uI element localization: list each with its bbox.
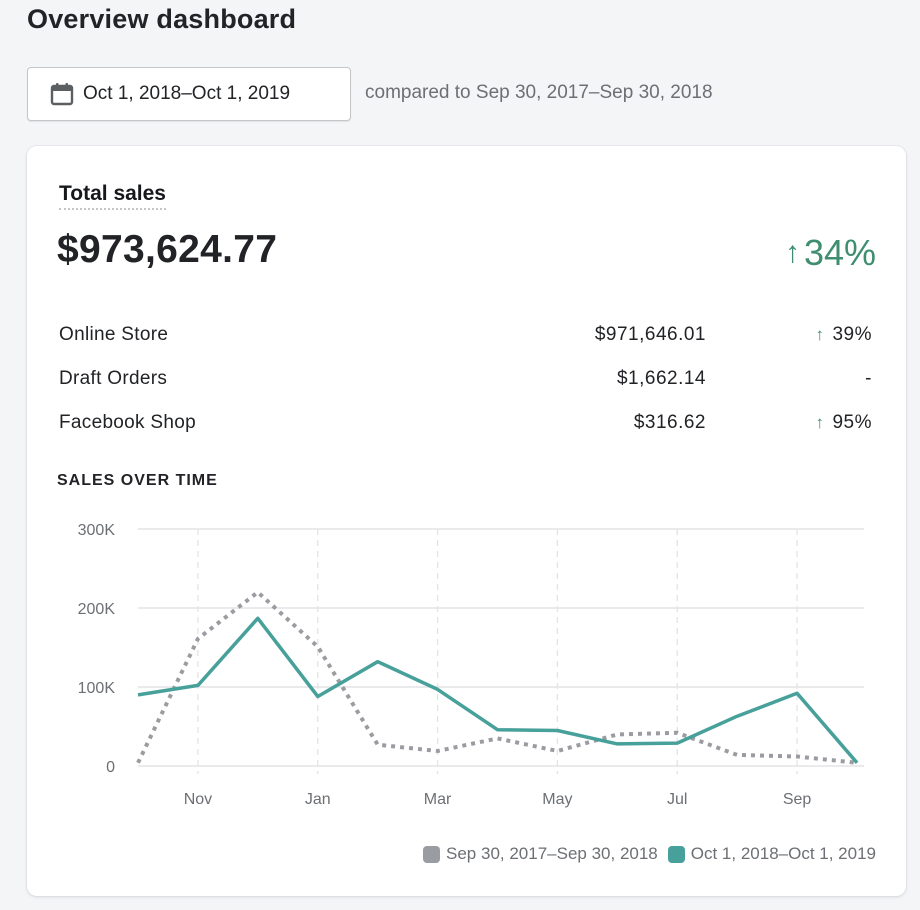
y-tick-label: 200K <box>78 601 116 618</box>
y-tick-label: 100K <box>78 680 116 697</box>
total-sales-change: ↑ 34% <box>785 232 876 274</box>
breakdown-row-online-store: Online Store $971,646.01 ↑ 39% <box>59 320 872 350</box>
breakdown-amount: $1,662.14 <box>616 368 706 389</box>
arrow-up-icon: ↑ <box>784 236 800 269</box>
x-tick-label: May <box>542 791 572 808</box>
x-tick-label: Sep <box>783 791 812 808</box>
calendar-icon <box>50 83 74 106</box>
breakdown-change-value: - <box>865 368 872 389</box>
comparison-series-line <box>136 590 858 765</box>
sales-over-time-title: SALES OVER TIME <box>57 472 218 489</box>
page-title: Overview dashboard <box>27 4 297 34</box>
total-change-value: 34% <box>803 232 876 273</box>
total-sales-card: Total sales $973,624.77 ↑ 34% Online Sto… <box>27 146 906 896</box>
breakdown-label: Facebook Shop <box>59 412 196 433</box>
x-tick-label: Jan <box>305 791 331 808</box>
legend-swatch-comparison <box>423 845 441 863</box>
legend-label-comparison: Sep 30, 2017–Sep 30, 2018 <box>446 844 658 863</box>
comparison-period-text: compared to Sep 30, 2017–Sep 30, 2018 <box>365 82 713 103</box>
breakdown-amount: $971,646.01 <box>594 324 706 345</box>
x-tick-label: Jul <box>667 791 687 808</box>
total-sales-value: $973,624.77 <box>57 228 278 271</box>
x-tick-label: Nov <box>184 791 212 808</box>
breakdown-label: Draft Orders <box>59 368 168 389</box>
breakdown-row-facebook-shop: Facebook Shop $316.62 ↑ 95% <box>59 408 872 438</box>
legend-label-current: Oct 1, 2018–Oct 1, 2019 <box>690 844 876 863</box>
arrow-up-icon: ↑ <box>815 413 825 432</box>
legend-item-current[interactable]: Oct 1, 2018–Oct 1, 2019 <box>667 844 876 864</box>
breakdown-label: Online Store <box>59 324 169 345</box>
breakdown-change: - <box>772 368 872 390</box>
breakdown-amount: $316.62 <box>633 412 706 433</box>
x-tick-label: Mar <box>424 791 452 808</box>
breakdown-change: ↑ 95% <box>772 412 872 434</box>
breakdown-change-value: 39% <box>832 324 872 345</box>
date-range-button[interactable]: Oct 1, 2018–Oct 1, 2019 <box>27 67 351 121</box>
date-range-label: Oct 1, 2018–Oct 1, 2019 <box>83 83 291 104</box>
y-tick-label: 300K <box>78 522 116 539</box>
legend-swatch-current <box>667 845 685 863</box>
sales-over-time-chart: 0 100K 200K 300K Nov Jan Mar May Jul Sep <box>78 522 864 808</box>
y-tick-label: 0 <box>106 759 115 776</box>
legend-item-comparison[interactable]: Sep 30, 2017–Sep 30, 2018 <box>423 844 658 864</box>
current-series-line <box>137 616 859 764</box>
breakdown-change-value: 95% <box>832 412 872 433</box>
total-sales-title[interactable]: Total sales <box>59 182 166 210</box>
breakdown-row-draft-orders: Draft Orders $1,662.14 - <box>59 364 872 394</box>
breakdown-change: ↑ 39% <box>772 324 872 346</box>
arrow-up-icon: ↑ <box>815 325 825 344</box>
chart-legend: Sep 30, 2017–Sep 30, 2018 Oct 1, 2018–Oc… <box>413 844 876 864</box>
